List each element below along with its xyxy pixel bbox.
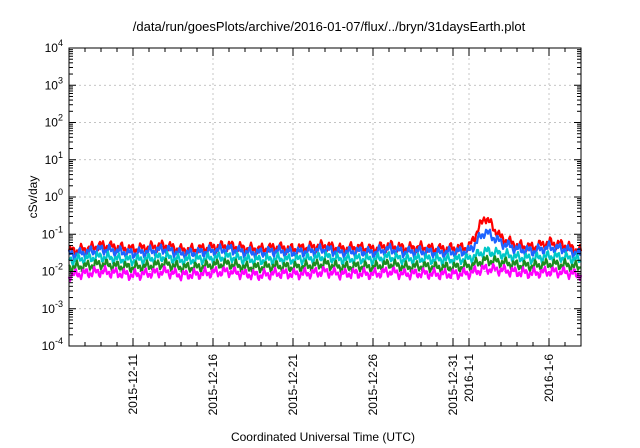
series-line-1 bbox=[67, 216, 583, 257]
series-layer bbox=[67, 216, 583, 282]
x-tick-label: 2015-12-11 bbox=[126, 354, 140, 415]
y-tick-label: 10-4 bbox=[42, 336, 63, 353]
x-tick-label: 2016-1-6 bbox=[542, 354, 556, 402]
y-tick-label: 101 bbox=[45, 150, 63, 167]
y-axis-label: cSv/day bbox=[26, 176, 40, 219]
x-tick-label: 2015-12-31 bbox=[446, 354, 460, 416]
x-tick-label: 2015-12-26 bbox=[366, 354, 380, 416]
y-tick-label: 102 bbox=[45, 113, 63, 130]
y-tick-label: 100 bbox=[45, 187, 63, 204]
y-axis: 10-4 10-3 10-2 10-1 100 101 102 103 104 bbox=[42, 38, 581, 353]
x-axis-label: Coordinated Universal Time (UTC) bbox=[231, 430, 415, 444]
grid bbox=[69, 48, 581, 346]
series-line-5 bbox=[67, 263, 583, 282]
x-tick-label: 2015-12-21 bbox=[286, 354, 300, 416]
x-tick-label: 2015-12-16 bbox=[206, 354, 220, 416]
x-axis: 2015-12-11 2015-12-16 2015-12-21 2015-12-26… bbox=[68, 48, 582, 416]
y-tick-label: 10-2 bbox=[42, 262, 63, 279]
y-tick-label: 10-3 bbox=[42, 299, 63, 316]
x-tick-label: 2016-1-1 bbox=[462, 354, 476, 402]
chart-title: /data/run/goesPlots/archive/2016-01-07/f… bbox=[133, 19, 526, 34]
y-tick-label: 104 bbox=[45, 38, 63, 55]
y-tick-label: 10-1 bbox=[42, 224, 63, 241]
series-line-4 bbox=[68, 254, 582, 275]
y-tick-label: 103 bbox=[45, 75, 63, 92]
